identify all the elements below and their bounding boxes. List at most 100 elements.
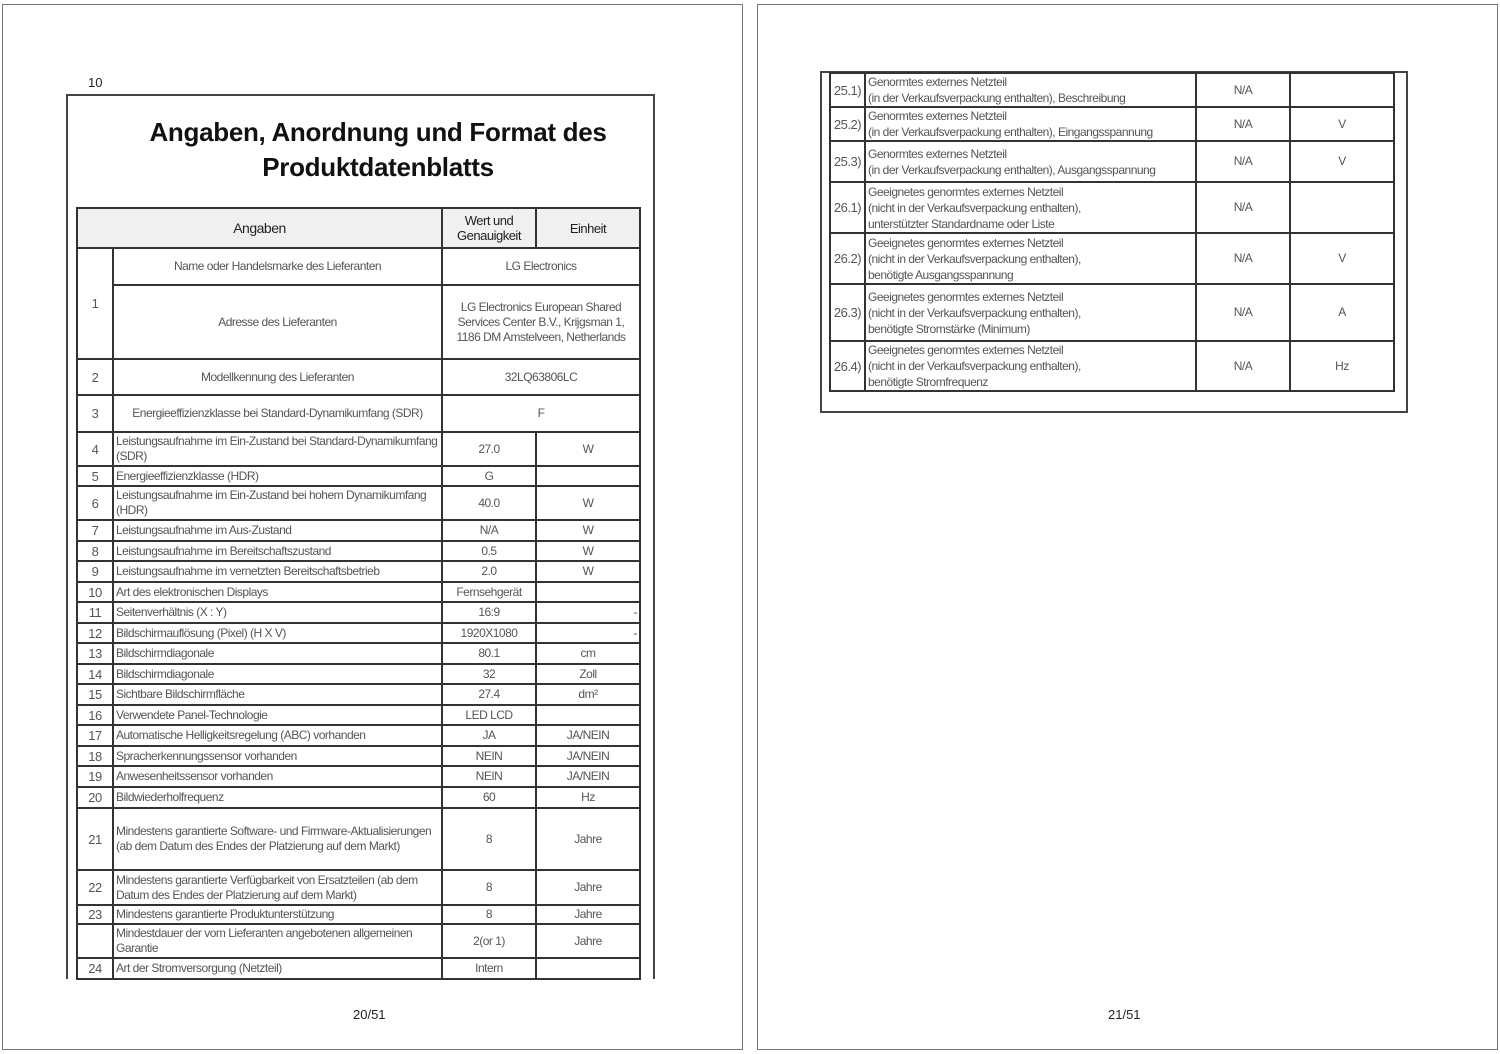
row-number: 14 <box>76 663 114 685</box>
row-description: Sichtbare Bildschirmfläche <box>112 683 443 706</box>
table-row: 7 Leistungsaufnahme im Aus-Zustand N/A W <box>76 519 641 542</box>
row-unit: W <box>535 431 641 467</box>
row-value: 27.0 <box>441 431 537 467</box>
row-unit: Jahre <box>535 904 641 925</box>
row-unit: JA/NEIN <box>535 745 641 767</box>
row-number: 25.3) <box>829 140 866 183</box>
table-row: 24 Art der Stromversorgung (Netzteil) Inte… <box>76 957 641 980</box>
row-unit: - <box>535 622 641 644</box>
table-row: 25.1) Genormtes externes Netzteil (in der… <box>829 72 1395 108</box>
row-number: 26.1) <box>829 181 866 234</box>
table-row: 17 Automatische Helligkeitsregelung (ABC)… <box>76 724 641 747</box>
row-description: Bildschirmauflösung (Pixel) (H X V) <box>112 622 443 644</box>
row-description: Leistungsaufnahme im Ein-Zustand bei Sta… <box>112 431 443 467</box>
row-unit: dm² <box>535 683 641 706</box>
page-frame <box>66 94 655 979</box>
row-number: 2 <box>76 358 114 396</box>
table-row: Mindestdauer der vom Lieferanten angebot… <box>76 923 641 959</box>
row-description: Art der Stromversorgung (Netzteil) <box>112 957 443 980</box>
row-description: Adresse des Lieferanten <box>112 284 443 360</box>
row-description: Mindestdauer der vom Lieferanten angebot… <box>112 923 443 959</box>
row-number: 8 <box>76 540 114 562</box>
row-description: Mindestens garantierte Software- und Fir… <box>112 807 443 871</box>
row-number: 13 <box>76 642 114 665</box>
row-value: N/A <box>1195 181 1291 234</box>
table-row: 26.1) Geeignetes genormtes externes Netzt… <box>829 181 1395 234</box>
row-number: 17 <box>76 724 114 747</box>
table-row: 10 Art des elektronischen Displays Fernseh… <box>76 581 641 603</box>
table-row: 16 Verwendete Panel-Technologie LED LCD <box>76 704 641 726</box>
row-description: Art des elektronischen Displays <box>112 581 443 603</box>
row-value: 80.1 <box>441 642 537 665</box>
row-description: Bildschirmdiagonale <box>112 642 443 665</box>
row-value: JA <box>441 724 537 747</box>
row-value: 8 <box>441 904 537 925</box>
table-row: Adresse des Lieferanten LG Electronics Eu… <box>77 284 641 360</box>
row-description: Verwendete Panel-Technologie <box>112 704 443 726</box>
row-value: 60 <box>441 786 537 809</box>
row-unit <box>535 957 641 980</box>
row-description: Geeignetes genormtes externes Netzteil (… <box>864 340 1197 392</box>
row-value: NEIN <box>441 765 537 788</box>
row-value: N/A <box>1195 283 1291 342</box>
row-number: 1 <box>76 247 114 360</box>
row-unit: V <box>1289 106 1395 142</box>
table-row: 25.3) Genormtes externes Netzteil (in der… <box>829 140 1395 183</box>
table-row: 9 Leistungsaufnahme im vernetzten Bereits… <box>76 560 641 583</box>
table-row: 18 Spracherkennungssensor vorhanden NEIN JA… <box>76 745 641 767</box>
row-number: 20 <box>76 786 114 809</box>
row-value: LG Electronics <box>441 247 641 286</box>
page-20: 10 Angaben, Anordnung und Format des Pro… <box>2 4 743 1050</box>
table-row: 26.4) Geeignetes genormtes externes Netzt… <box>829 340 1395 392</box>
row-value: NEIN <box>441 745 537 767</box>
row-value: 2(or 1) <box>441 923 537 959</box>
row-unit: W <box>535 485 641 521</box>
table-row: 5 Energieeffizienzklasse (HDR) G <box>76 465 641 487</box>
table-row: 22 Mindestens garantierte Verfügbarkeit v… <box>76 869 641 906</box>
row-description: Leistungsaufnahme im Aus-Zustand <box>112 519 443 542</box>
row-number: 26.2) <box>829 232 866 285</box>
row-value: 16:9 <box>441 601 537 624</box>
table-row: 26.3) Geeignetes genormtes externes Netzt… <box>829 283 1395 342</box>
row-number: 10 <box>76 581 114 603</box>
row-description: Leistungsaufnahme im Bereitschaftszustan… <box>112 540 443 562</box>
row-number: 26.4) <box>829 340 866 392</box>
table-row: 12 Bildschirmauflösung (Pixel) (H X V) 192… <box>76 622 641 644</box>
table-row: 8 Leistungsaufnahme im Bereitschaftszusta… <box>76 540 641 562</box>
row-value: G <box>441 465 537 487</box>
row-unit <box>535 581 641 603</box>
row-value: N/A <box>1195 72 1291 108</box>
table-row: 3 Energieeffizienzklasse bei Standard-Dyn… <box>76 394 641 433</box>
table-row: 6 Leistungsaufnahme im Ein-Zustand bei ho… <box>76 485 641 521</box>
row-value: Fernsehgerät <box>441 581 537 603</box>
row-description: Leistungsaufnahme im vernetzten Bereitsc… <box>112 560 443 583</box>
row-value: LED LCD <box>441 704 537 726</box>
table-row: 19 Anwesenheitssensor vorhanden NEIN JA/NEI… <box>76 765 641 788</box>
row-value: LG Electronics European Shared Services … <box>441 284 641 360</box>
page-footer-number: 20/51 <box>353 1007 386 1022</box>
row-value: 1920X1080 <box>441 622 537 644</box>
table-row: 2 Modellkennung des Lieferanten 32LQ63806L… <box>76 358 641 396</box>
row-value: N/A <box>1195 340 1291 392</box>
page-title-line1: Angaben, Anordnung und Format des <box>149 117 607 147</box>
row-unit: W <box>535 560 641 583</box>
row-description: Geeignetes genormtes externes Netzteil (… <box>864 232 1197 285</box>
row-unit <box>1289 181 1395 234</box>
row-description: Genormtes externes Netzteil (in der Verk… <box>864 140 1197 183</box>
row-number: 24 <box>76 957 114 980</box>
row-unit: V <box>1289 232 1395 285</box>
row-value: 2.0 <box>441 560 537 583</box>
row-description: Bildwiederholfrequenz <box>112 786 443 809</box>
row-value: N/A <box>1195 106 1291 142</box>
row-description: Mindestens garantierte Verfügbarkeit von… <box>112 869 443 906</box>
row-unit: JA/NEIN <box>535 765 641 788</box>
row-number: 23 <box>76 904 114 925</box>
row-value: 8 <box>441 869 537 906</box>
row-value: N/A <box>1195 232 1291 285</box>
row-value: N/A <box>441 519 537 542</box>
row-description: Genormtes externes Netzteil (in der Verk… <box>864 72 1197 108</box>
row-number <box>76 923 114 959</box>
row-number: 4 <box>76 431 114 467</box>
row-unit: V <box>1289 140 1395 183</box>
row-description: Energieeffizienzklasse bei Standard-Dyna… <box>112 394 443 433</box>
